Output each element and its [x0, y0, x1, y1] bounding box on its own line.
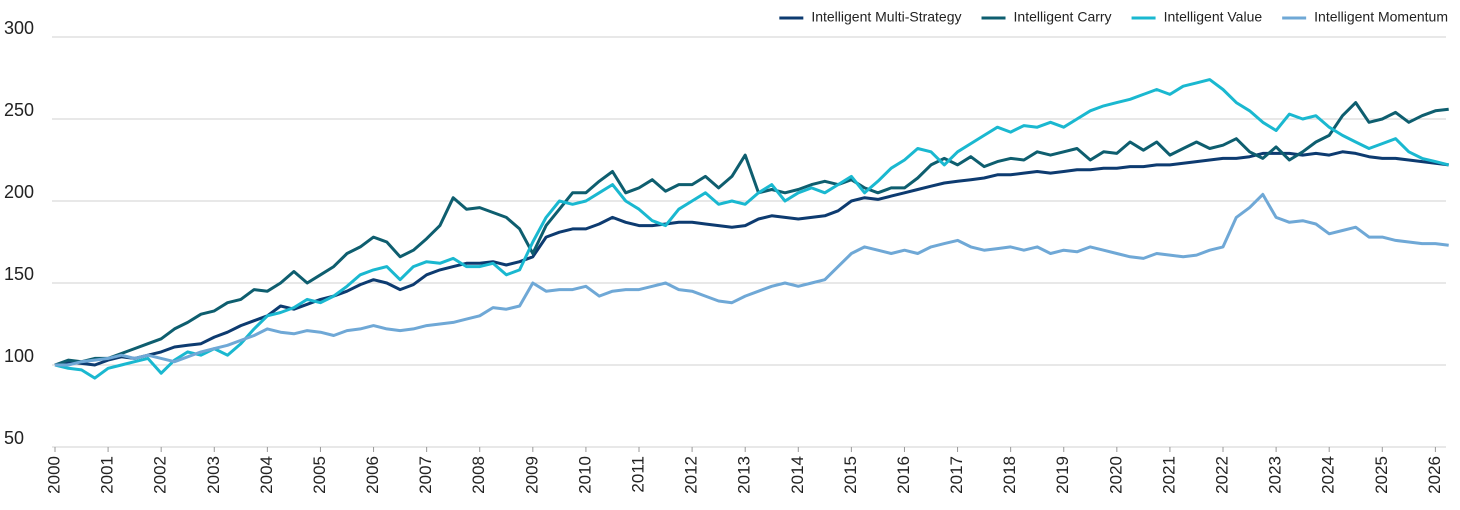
x-tick-label: 2020 [1106, 456, 1125, 494]
legend-label: Intelligent Carry [1014, 9, 1112, 25]
x-tick-label: 2003 [204, 456, 223, 494]
x-tick-label: 2006 [363, 456, 382, 494]
y-tick-label: 150 [4, 264, 34, 284]
series-line [54, 101, 1449, 367]
x-tick-label: 2025 [1372, 456, 1391, 494]
series-line [55, 192, 1449, 367]
x-tick-label: 2021 [1159, 456, 1178, 494]
x-tick-label: 2018 [1000, 456, 1019, 494]
x-tick-label: 2019 [1053, 456, 1072, 494]
x-tick-label: 2022 [1212, 456, 1231, 494]
legend-label: Intelligent Multi-Strategy [811, 9, 961, 25]
x-tick-label: 2007 [416, 456, 435, 494]
x-tick-label: 2014 [788, 456, 807, 494]
x-tick-label: 2004 [257, 456, 276, 494]
x-tick-label: 2017 [947, 456, 966, 494]
x-tick-label: 2012 [682, 456, 701, 494]
x-tick-label: 2005 [310, 456, 329, 494]
y-tick-label: 50 [4, 428, 24, 448]
x-tick-label: 2015 [841, 456, 860, 494]
legend-label: Intelligent Momentum [1314, 9, 1448, 25]
y-tick-label: 200 [4, 182, 34, 202]
y-tick-label: 300 [4, 18, 34, 38]
x-tick-label: 2013 [735, 456, 754, 494]
legend-label: Intelligent Value [1164, 9, 1263, 25]
x-tick-label: 2009 [522, 456, 541, 494]
x-tick-label: 2016 [894, 456, 913, 494]
y-tick-label: 250 [4, 100, 34, 120]
series-line [54, 78, 1450, 380]
series-line [54, 150, 1449, 367]
x-tick-label: 2026 [1425, 456, 1444, 494]
x-tick-label: 2023 [1266, 456, 1285, 494]
x-tick-label: 2010 [575, 456, 594, 494]
x-tick-label: 2000 [44, 456, 63, 494]
x-tick-label: 2001 [98, 456, 117, 494]
x-tick-label: 2008 [469, 456, 488, 494]
x-tick-label: 2002 [151, 456, 170, 494]
x-tick-label: 2011 [628, 456, 647, 493]
x-tick-label: 2024 [1319, 456, 1338, 494]
y-tick-label: 100 [4, 346, 34, 366]
